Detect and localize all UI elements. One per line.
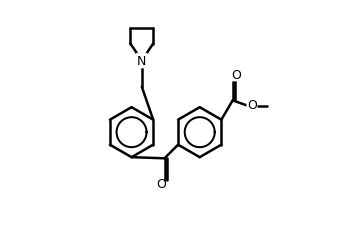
Text: O: O — [156, 177, 166, 190]
Text: O: O — [247, 99, 257, 112]
Text: N: N — [137, 55, 147, 68]
Text: O: O — [231, 68, 241, 81]
